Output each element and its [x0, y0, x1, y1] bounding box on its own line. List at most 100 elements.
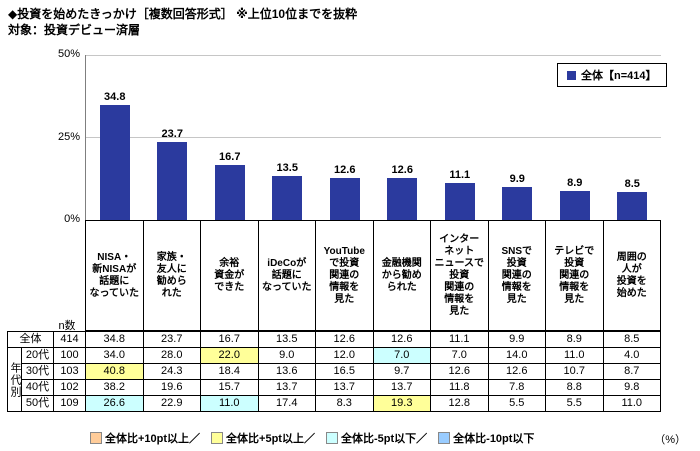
- value-cell: 28.0: [142, 347, 201, 364]
- value-cell: 4.0: [602, 347, 661, 364]
- table-row: 全体 414 34.8 23.7 16.7 13.5 12.6 12.6 11.1 9.9 8.9 8…: [7, 331, 661, 348]
- unit-label: （%）: [654, 434, 686, 446]
- category-label: SNSで 投資 関連の 情報を 見た: [487, 220, 545, 331]
- y-axis-tick-50: 50%: [57, 48, 80, 60]
- value-cell: 8.3: [315, 395, 374, 412]
- value-cell: 13.7: [315, 379, 374, 396]
- category-label: YouTube で投資 関連の 情報を 見た: [315, 220, 373, 331]
- value-cell: 38.2: [85, 379, 144, 396]
- bar-value-label: 23.7: [161, 127, 183, 140]
- bar-value-label: 13.5: [276, 161, 298, 174]
- bar-slot: 11.1: [431, 55, 489, 220]
- value-cell: 12.6: [430, 363, 489, 380]
- category-label: iDeCoが 話題に なっていた: [257, 220, 315, 331]
- legend-label: 全体【n=414】: [581, 70, 657, 82]
- value-cell: 10.7: [545, 363, 604, 380]
- highlight-legend-label: 全体比-5pt以下／: [340, 433, 428, 445]
- category-label: 金融機関 から勧め られた: [372, 220, 430, 331]
- bar-value-label: 12.6: [391, 164, 413, 177]
- row-label: 全体: [7, 331, 54, 348]
- value-cell: 26.6: [85, 395, 144, 412]
- highlight-legend-item: 全体比+10pt以上／: [90, 430, 200, 446]
- bar-value-label: 11.1: [449, 169, 471, 182]
- value-cell: 13.5: [257, 331, 316, 348]
- value-cell: 34.0: [85, 347, 144, 364]
- highlight-legend-label: 全体比+10pt以上／: [105, 433, 201, 445]
- highlight-legend-item: 全体比-10pt以下: [438, 430, 534, 446]
- value-cell: 12.6: [487, 363, 546, 380]
- bar: [157, 141, 188, 220]
- value-cell: 12.0: [315, 347, 374, 364]
- value-cell: 19.3: [372, 395, 431, 412]
- n-value: 100: [53, 347, 86, 364]
- row-label: 40代: [21, 379, 54, 396]
- highlight-swatch-p10: [90, 432, 102, 444]
- category-label: 家族・ 友人に 勧めら れた: [142, 220, 200, 331]
- highlight-swatch-p5: [211, 432, 224, 444]
- value-cell: 15.7: [200, 379, 259, 396]
- n-count-header: n数: [58, 320, 76, 332]
- value-cell: 11.8: [430, 379, 489, 396]
- bar-slot: 16.7: [201, 55, 259, 220]
- highlight-legend: 全体比+10pt以上／ 全体比+5pt以上／ 全体比-5pt以下／ 全体比-10pt以…: [90, 430, 534, 446]
- value-cell: 11.1: [430, 331, 489, 348]
- breakdown-table: 全体 414 34.8 23.7 16.7 13.5 12.6 12.6 11.1 9.9 8.9 8…: [7, 331, 661, 412]
- table-row: 年代別 20代 100 34.0 28.0 22.0 9.0 12.0 7.0 7.0 14.0 11…: [7, 347, 661, 412]
- bar: [617, 192, 648, 220]
- gridline-25pct: [86, 137, 661, 138]
- y-axis-tick-25: 25%: [57, 131, 80, 143]
- bar-slot: 13.5: [259, 55, 317, 220]
- category-label: テレビで 投資 関連の 情報を 見た: [545, 220, 603, 331]
- value-cell: 12.8: [430, 395, 489, 412]
- bar-value-label: 16.7: [219, 150, 241, 163]
- value-cell: 8.9: [545, 331, 604, 348]
- highlight-swatch-m5: [325, 432, 338, 444]
- highlight-legend-label: 全体比-10pt以下: [453, 433, 535, 445]
- bar: [444, 183, 475, 220]
- value-cell: 7.0: [430, 347, 489, 364]
- value-cell: 16.7: [200, 331, 259, 348]
- bar-slot: 8.5: [604, 55, 662, 220]
- bar-slot: 12.6: [316, 55, 374, 220]
- value-cell: 5.5: [487, 395, 546, 412]
- bar-value-label: 34.8: [104, 91, 126, 104]
- highlight-legend-item: 全体比-5pt以下／: [325, 430, 428, 446]
- category-label: 余裕 資金が できた: [200, 220, 258, 331]
- value-cell: 13.7: [257, 379, 316, 396]
- series-legend: 全体【n=414】: [557, 63, 667, 87]
- value-cell: 11.0: [602, 395, 661, 412]
- value-cell: 34.8: [85, 331, 144, 348]
- value-cell: 9.8: [602, 379, 661, 396]
- value-cell: 13.7: [372, 379, 431, 396]
- value-cell: 5.5: [545, 395, 604, 412]
- chart-title: ◆投資を始めたきっかけ［複数回答形式］ ※上位10位までを抜粋: [8, 7, 358, 21]
- category-label: インター ネット ニュースで 投資 関連の 情報を 見た: [430, 220, 488, 331]
- value-cell: 13.6: [257, 363, 316, 380]
- value-cell: 11.0: [200, 395, 259, 412]
- value-cell: 7.8: [487, 379, 546, 396]
- value-cell: 16.5: [315, 363, 374, 380]
- row-label: 30代: [21, 363, 54, 380]
- bar-series: 34.8 23.7 16.7 13.5 12.6 12.6 11.1 9.9 8.9 8.5: [86, 55, 661, 220]
- value-cell: 17.4: [257, 395, 316, 412]
- bar: [329, 178, 360, 220]
- n-value: 414: [53, 331, 86, 348]
- bar: [99, 105, 130, 220]
- row-label: 50代: [21, 395, 54, 412]
- bar: [214, 164, 245, 220]
- row-label: 20代: [21, 347, 54, 364]
- highlight-legend-item: 全体比+5pt以上／: [211, 430, 315, 446]
- bar: [387, 178, 418, 220]
- value-cell: 12.6: [372, 331, 431, 348]
- value-cell: 7.0: [372, 347, 431, 364]
- y-axis-tick-0: 0%: [64, 213, 80, 225]
- value-cell: 11.0: [545, 347, 604, 364]
- value-cell: 9.9: [487, 331, 546, 348]
- bar-slot: 8.9: [546, 55, 604, 220]
- chart-subtitle: 対象：投資デビュー済層: [8, 23, 141, 37]
- category-label: NISA・ 新NISAが 話題に なっていた: [85, 220, 143, 331]
- bar-value-label: 12.6: [334, 164, 356, 177]
- value-cell: 19.6: [142, 379, 201, 396]
- n-value: 103: [53, 363, 86, 380]
